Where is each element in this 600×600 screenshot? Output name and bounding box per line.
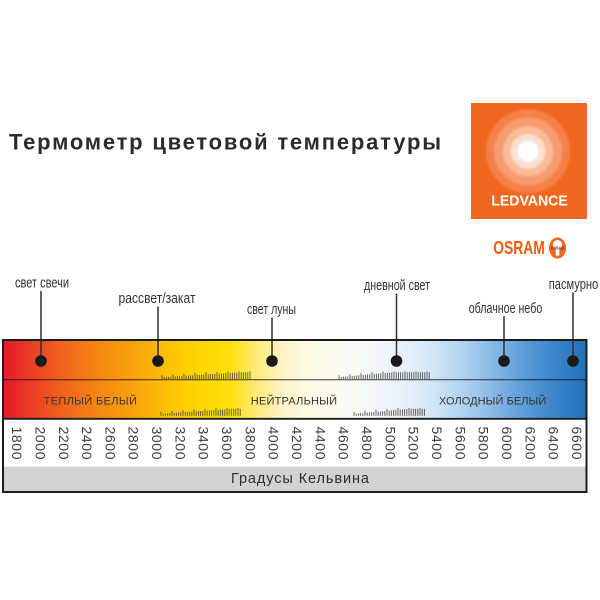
svg-text:2200: 2200 xyxy=(56,427,72,460)
svg-text:5600: 5600 xyxy=(452,427,468,460)
svg-text:4400: 4400 xyxy=(312,427,328,460)
svg-text:свет свечи: свет свечи xyxy=(15,276,69,292)
svg-text:ТЕПЛЫЙ БЕЛЫЙ: ТЕПЛЫЙ БЕЛЫЙ xyxy=(44,395,137,408)
svg-text:облачное небо: облачное небо xyxy=(469,301,543,317)
svg-text:6000: 6000 xyxy=(499,427,515,460)
svg-text:1800: 1800 xyxy=(9,427,25,460)
svg-text:5800: 5800 xyxy=(476,427,492,460)
svg-text:пасмурно: пасмурно xyxy=(549,277,599,293)
svg-text:Термометр цветовой температуры: Термометр цветовой температуры xyxy=(9,130,441,155)
svg-text:4000: 4000 xyxy=(266,427,282,460)
svg-text:2600: 2600 xyxy=(102,427,118,460)
svg-text:свет луны: свет луны xyxy=(247,302,296,318)
svg-text:3400: 3400 xyxy=(196,427,212,460)
svg-text:ХОЛОДНЫЙ БЕЛЫЙ: ХОЛОДНЫЙ БЕЛЫЙ xyxy=(439,395,546,408)
svg-text:2800: 2800 xyxy=(126,427,142,460)
svg-text:LEDVANCE: LEDVANCE xyxy=(491,192,568,209)
svg-text:5000: 5000 xyxy=(382,427,398,460)
svg-text:НЕЙТРАЛЬНЫЙ: НЕЙТРАЛЬНЫЙ xyxy=(251,394,337,407)
svg-text:Градусы Кельвина: Градусы Кельвина xyxy=(231,471,370,487)
svg-text:3200: 3200 xyxy=(172,427,188,460)
svg-text:3000: 3000 xyxy=(149,427,165,460)
svg-text:2000: 2000 xyxy=(32,427,48,460)
svg-text:4800: 4800 xyxy=(359,427,375,460)
svg-text:6200: 6200 xyxy=(522,427,538,460)
svg-text:рассвет/закат: рассвет/закат xyxy=(119,291,196,307)
svg-text:3600: 3600 xyxy=(219,427,235,460)
svg-text:6400: 6400 xyxy=(546,427,562,460)
svg-text:2400: 2400 xyxy=(79,427,95,460)
svg-text:5400: 5400 xyxy=(429,427,445,460)
svg-text:5200: 5200 xyxy=(406,427,422,460)
svg-text:4200: 4200 xyxy=(289,427,305,460)
svg-text:4600: 4600 xyxy=(336,427,352,460)
svg-text:OSRAM: OSRAM xyxy=(493,238,545,258)
svg-text:OSRAM: OSRAM xyxy=(551,246,565,251)
svg-text:дневной свет: дневной свет xyxy=(364,278,430,294)
svg-text:3800: 3800 xyxy=(242,427,258,460)
svg-text:6600: 6600 xyxy=(569,427,585,460)
